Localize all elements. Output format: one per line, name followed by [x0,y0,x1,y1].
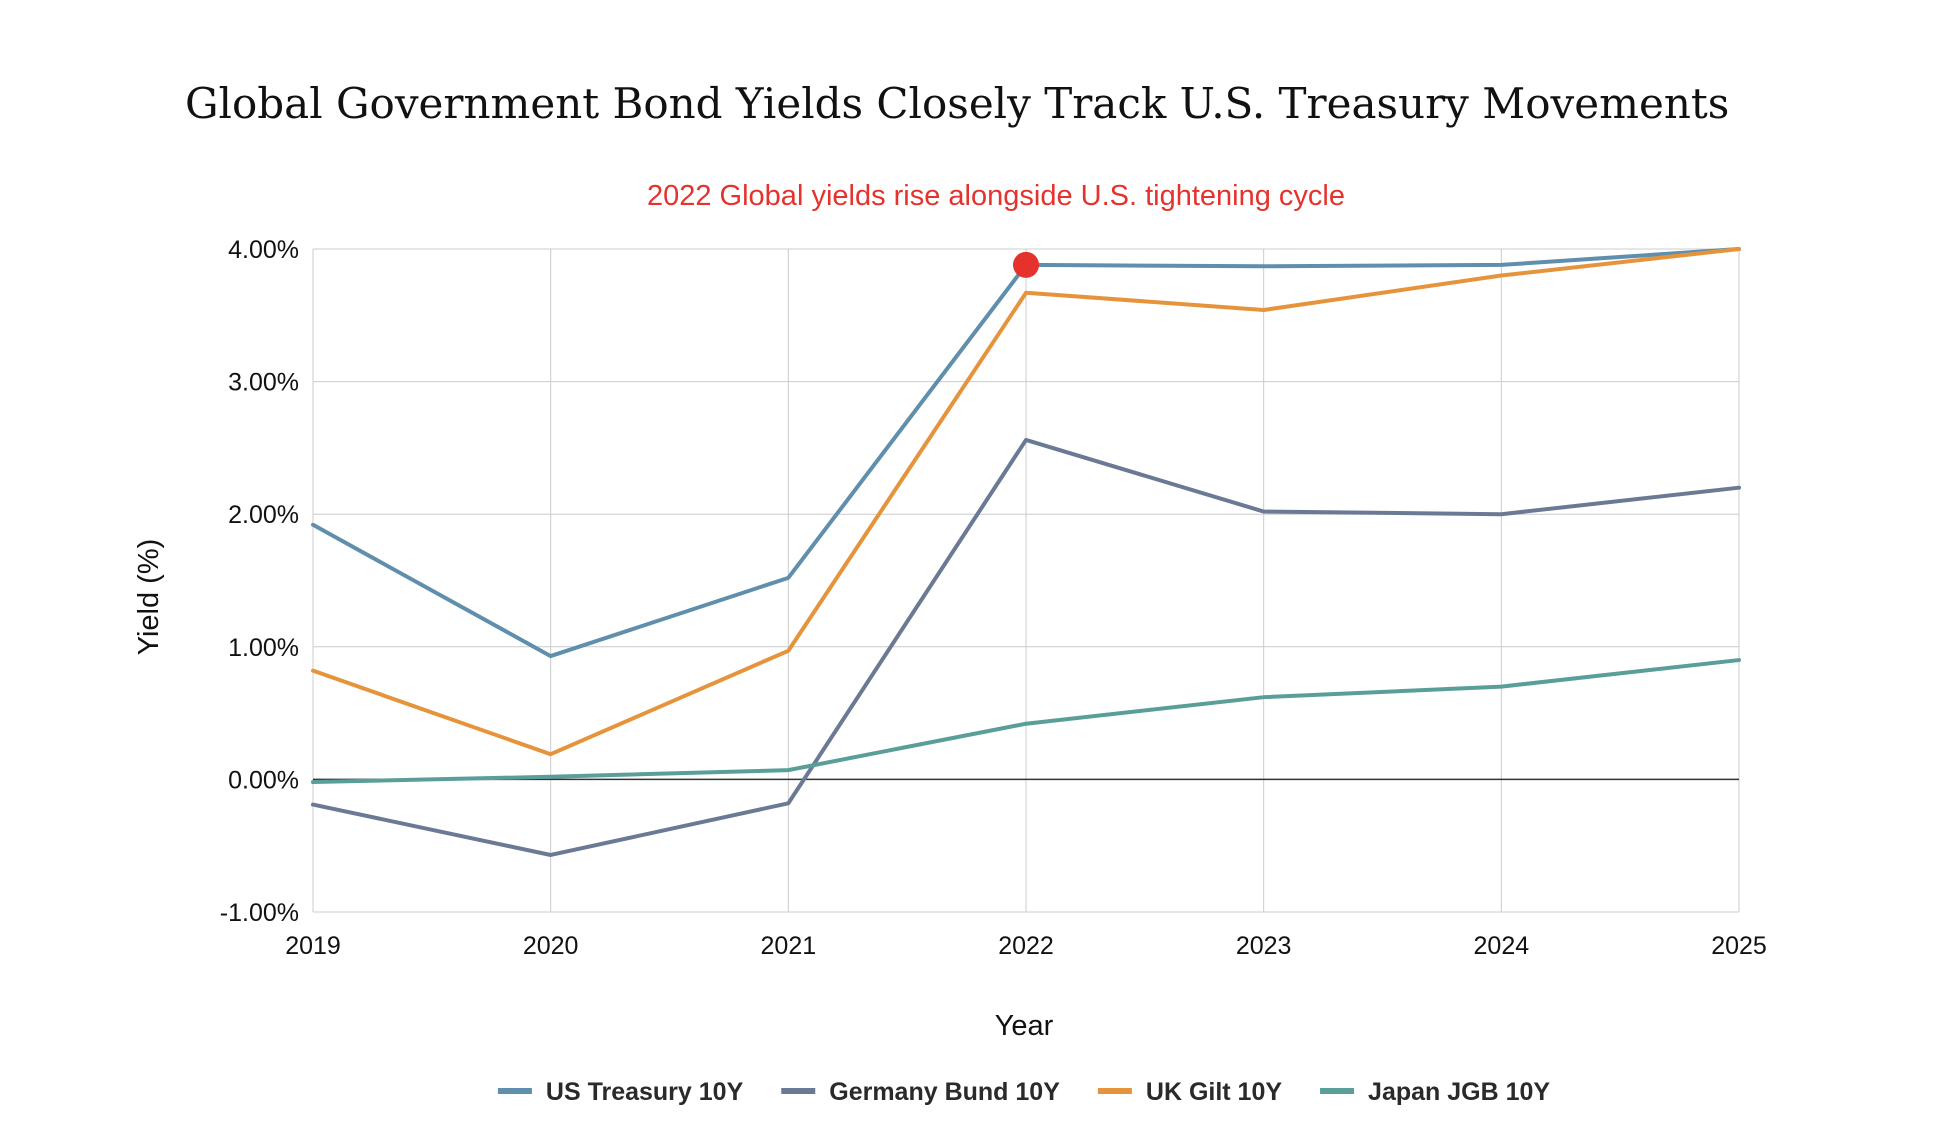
y-tick-label: 3.00% [228,369,299,397]
x-tick-label: 2024 [1474,932,1530,960]
gridlines [312,248,1740,913]
legend-label: US Treasury 10Y [546,1078,744,1106]
legend-label: Germany Bund 10Y [829,1078,1060,1106]
x-tick-label: 2021 [761,932,817,960]
legend-swatch [1320,1088,1355,1094]
x-axis-ticks: 2019 2020 2021 2022 2023 2024 2025 [285,932,1767,960]
x-tick-label: 2019 [285,932,341,960]
legend: US Treasury 10Y Germany Bund 10Y UK Gilt 1… [497,1078,1550,1106]
x-tick-label: 2020 [523,932,579,960]
legend-label: Japan JGB 10Y [1368,1078,1550,1106]
y-tick-label: 4.00% [228,236,299,264]
y-axis-ticks: -1.00% 0.00% 1.00% 2.00% 3.00% 4.00% [220,236,299,927]
legend-swatch [1097,1088,1132,1094]
legend-label: UK Gilt 10Y [1146,1078,1282,1106]
series-line-uk-gilt-10y [311,247,1741,757]
series-line-germany-bund-10y [311,437,1741,857]
annotation-label: 2022 Global yields rise alongside U.S. t… [647,180,1345,212]
y-tick-label: 1.00% [228,634,299,662]
legend-swatch [781,1088,816,1094]
y-tick-label: 0.00% [228,766,299,794]
series-line-japan-jgb-10y [311,658,1741,785]
annotation-marker [1013,251,1039,278]
annotation-markers [1013,251,1039,278]
y-tick-label: -1.00% [220,899,299,927]
legend-swatch [497,1088,532,1094]
x-tick-label: 2025 [1711,932,1767,960]
x-axis-title: Year [995,1010,1054,1042]
chart-title: Global Government Bond Yields Closely Tr… [185,79,1729,128]
x-tick-label: 2023 [1236,932,1292,960]
x-tick-label: 2022 [998,932,1054,960]
y-tick-label: 2.00% [228,501,299,529]
y-axis-title: Yield (%) [133,539,165,656]
